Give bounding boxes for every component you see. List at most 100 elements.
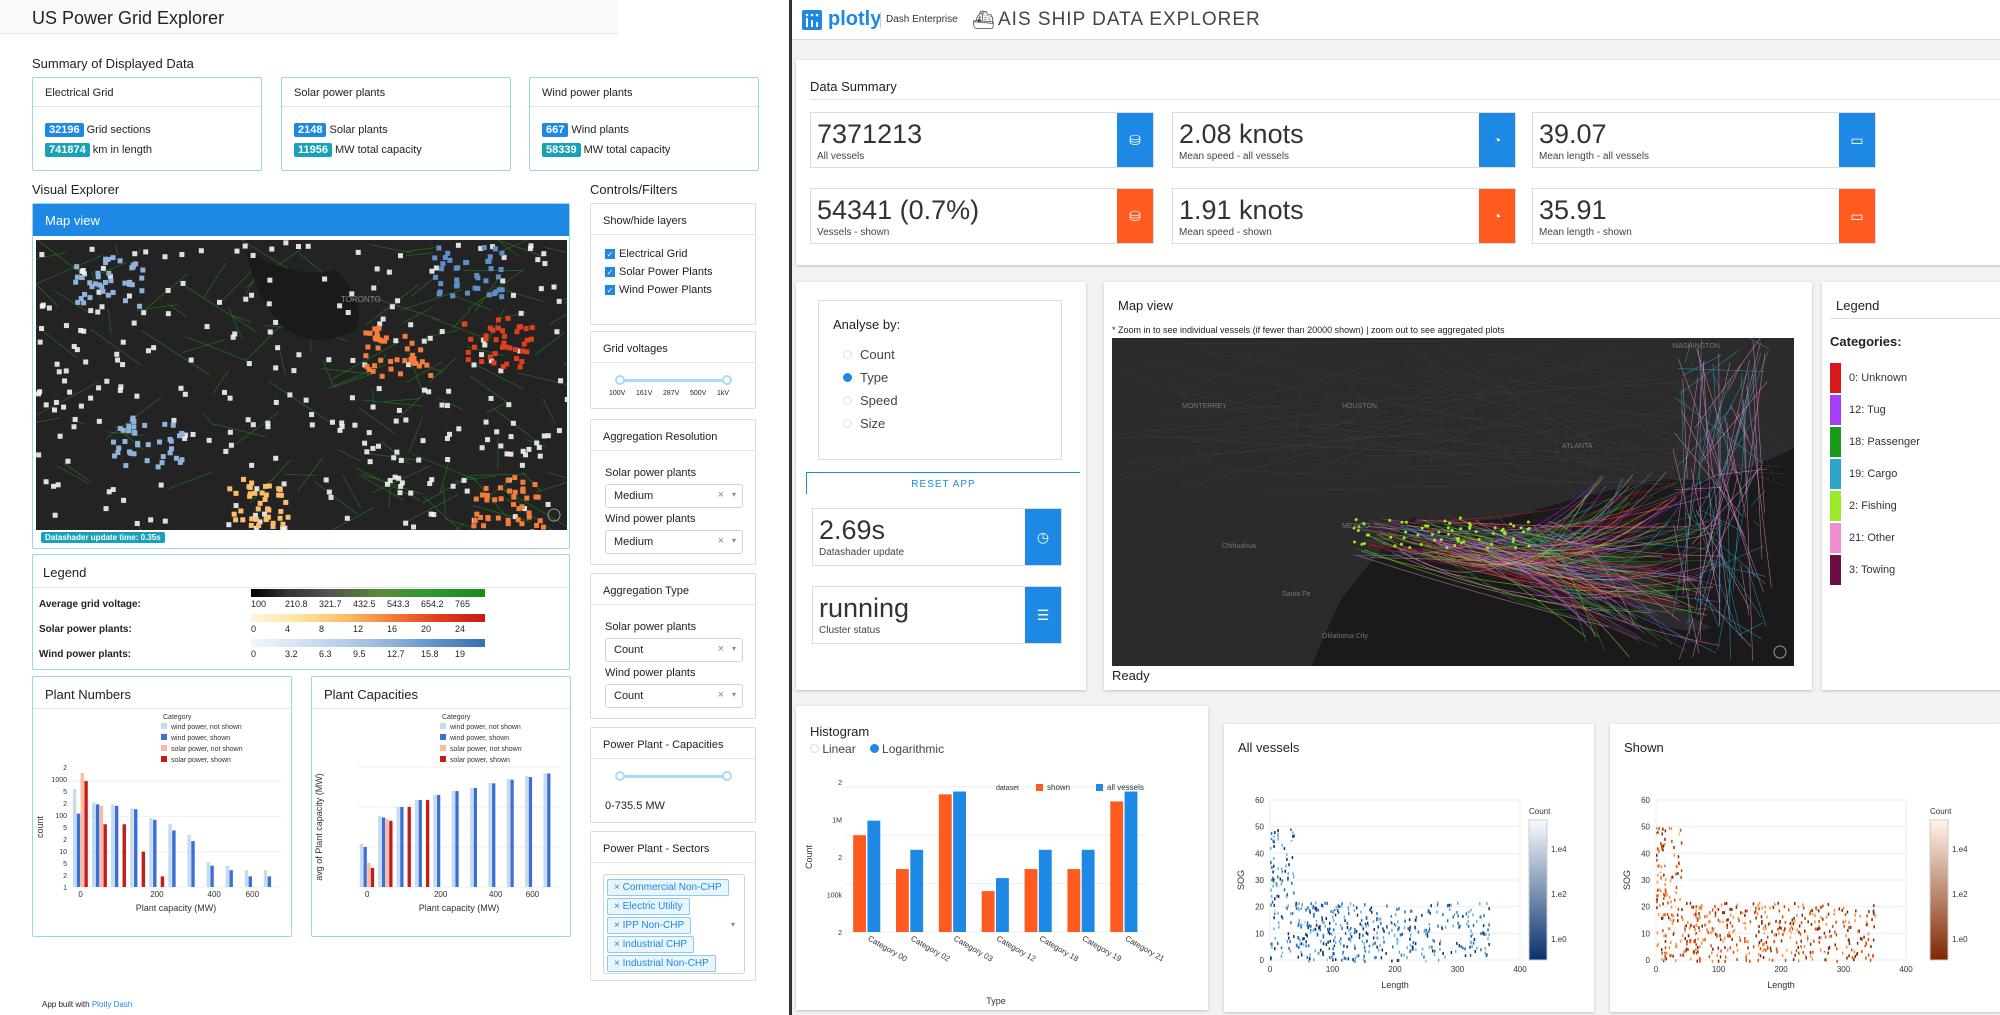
bar[interactable] xyxy=(141,851,146,887)
bar[interactable] xyxy=(160,876,165,887)
capacity-handle-max[interactable] xyxy=(722,771,732,781)
wind-type-select[interactable]: Count × ▾ xyxy=(605,684,743,708)
bar[interactable] xyxy=(385,819,389,887)
category-legend-item[interactable]: 0: Unknown xyxy=(1830,362,1920,394)
bar[interactable] xyxy=(114,805,119,887)
bar[interactable] xyxy=(455,791,459,887)
category-legend-item[interactable]: 3: Towing xyxy=(1830,554,1920,586)
bar[interactable] xyxy=(130,808,134,887)
bar[interactable] xyxy=(187,834,191,887)
power-grid-map[interactable]: TORONTO xyxy=(36,240,567,530)
ais-map[interactable]: WASHINGTON ATLANTA HOUSTON MONTERREY MEXICO C… xyxy=(1112,338,1794,666)
bar[interactable] xyxy=(1081,849,1095,932)
remove-chip-icon[interactable]: × xyxy=(614,958,623,969)
clear-icon[interactable]: × xyxy=(717,689,724,701)
bar[interactable] xyxy=(359,843,364,887)
bar[interactable] xyxy=(134,809,138,887)
bar[interactable] xyxy=(99,805,104,887)
bar[interactable] xyxy=(473,787,477,887)
bar[interactable] xyxy=(510,779,514,887)
capacity-handle-min[interactable] xyxy=(615,771,625,781)
remove-chip-icon[interactable]: × xyxy=(614,882,623,893)
bar[interactable] xyxy=(92,802,96,887)
category-legend-item[interactable]: 12: Tug xyxy=(1830,394,1920,426)
bar[interactable] xyxy=(436,794,441,887)
bar[interactable] xyxy=(407,807,411,887)
analyse-option[interactable]: Size xyxy=(843,416,898,431)
bar[interactable] xyxy=(381,817,386,887)
analyse-option[interactable]: Type xyxy=(843,370,898,385)
voltage-slider[interactable] xyxy=(619,379,727,382)
bar[interactable] xyxy=(1067,869,1081,932)
bar[interactable] xyxy=(910,849,924,932)
bar[interactable] xyxy=(248,876,252,887)
bar[interactable] xyxy=(267,876,272,887)
bar[interactable] xyxy=(418,799,422,887)
bar[interactable] xyxy=(1124,791,1138,932)
wind-resolution-select[interactable]: Medium × ▾ xyxy=(605,530,743,554)
bar[interactable] xyxy=(244,870,249,887)
bar[interactable] xyxy=(206,862,210,887)
chevron-down-icon[interactable]: ▾ xyxy=(731,690,736,699)
chevron-down-icon[interactable]: ▾ xyxy=(731,920,736,929)
sector-chip[interactable]: × Commercial Non-CHP xyxy=(607,879,729,896)
remove-chip-icon[interactable]: × xyxy=(614,920,623,931)
bar[interactable] xyxy=(103,824,107,887)
remove-chip-icon[interactable]: × xyxy=(614,939,623,950)
bar[interactable] xyxy=(525,775,529,887)
bar[interactable] xyxy=(396,807,400,887)
bar[interactable] xyxy=(76,813,81,887)
bar[interactable] xyxy=(543,773,547,887)
scale-log-radio[interactable]: Logarithmic xyxy=(869,742,944,756)
layer-toggle-grid[interactable]: ✓ Electrical Grid xyxy=(605,248,713,260)
layer-toggle-wind[interactable]: ✓ Wind Power Plants xyxy=(605,284,713,296)
tab-map-view[interactable]: Map view xyxy=(33,204,569,236)
category-legend-item[interactable]: 18: Passenger xyxy=(1830,426,1920,458)
bar[interactable] xyxy=(1038,849,1052,932)
sector-chip[interactable]: × Industrial Non-CHP xyxy=(607,955,716,972)
bar[interactable] xyxy=(72,788,77,887)
bar[interactable] xyxy=(225,865,230,887)
bar[interactable] xyxy=(263,870,268,887)
bar[interactable] xyxy=(172,830,176,887)
bar[interactable] xyxy=(80,772,84,887)
bar[interactable] xyxy=(370,867,375,887)
solar-type-select[interactable]: Count × ▾ xyxy=(605,638,743,662)
bar[interactable] xyxy=(378,815,382,887)
bar[interactable] xyxy=(229,870,233,887)
bar[interactable] xyxy=(528,777,533,887)
bar[interactable] xyxy=(506,779,511,887)
category-legend-item[interactable]: 21: Other xyxy=(1830,522,1920,554)
bar[interactable] xyxy=(1024,869,1038,932)
reset-app-button[interactable]: RESET APP xyxy=(806,472,1080,494)
bar[interactable] xyxy=(122,824,126,887)
scale-linear-radio[interactable]: Linear xyxy=(810,742,856,756)
bar[interactable] xyxy=(389,820,393,887)
bar[interactable] xyxy=(938,794,952,932)
bar[interactable] xyxy=(191,841,195,887)
bar[interactable] xyxy=(425,799,430,887)
chevron-down-icon[interactable]: ▾ xyxy=(731,490,736,499)
clear-icon[interactable]: × xyxy=(717,643,724,655)
bar[interactable] xyxy=(149,818,153,887)
bar[interactable] xyxy=(896,869,909,932)
bar[interactable] xyxy=(492,783,496,887)
bar[interactable] xyxy=(84,781,88,887)
bar[interactable] xyxy=(111,804,115,887)
bar[interactable] xyxy=(414,799,419,887)
analyse-option[interactable]: Speed xyxy=(843,393,898,408)
bar[interactable] xyxy=(168,824,172,887)
clear-icon[interactable]: × xyxy=(717,489,724,501)
voltage-handle-max[interactable] xyxy=(722,375,732,385)
chevron-down-icon[interactable]: ▾ xyxy=(731,644,736,653)
clear-icon[interactable]: × xyxy=(717,535,724,547)
sectors-select[interactable] xyxy=(603,874,745,974)
bar[interactable] xyxy=(367,862,371,887)
capacity-slider[interactable] xyxy=(619,775,727,778)
bar[interactable] xyxy=(867,820,881,932)
bar[interactable] xyxy=(981,891,995,932)
plotly-dash-link[interactable]: Plotly Dash xyxy=(91,1000,133,1009)
